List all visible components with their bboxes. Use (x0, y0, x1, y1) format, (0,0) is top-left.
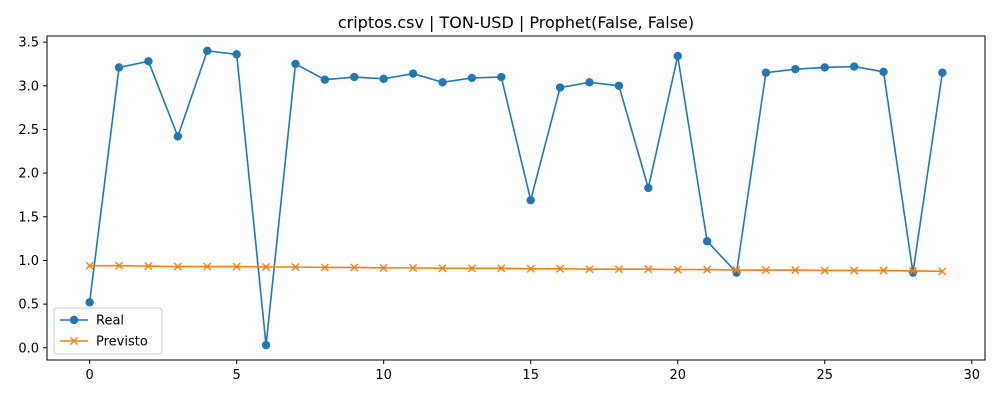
data-point-previsto (291, 262, 300, 272)
y-tick-label: 2.5 (18, 123, 39, 138)
data-point-real (555, 83, 565, 92)
data-point-previsto (879, 266, 888, 275)
y-tick-label: 3.0 (18, 79, 39, 94)
data-point-previsto (144, 262, 153, 271)
data-point-previsto (850, 266, 859, 275)
data-point-previsto (585, 265, 594, 274)
data-point-previsto (820, 266, 829, 275)
data-point-previsto (791, 265, 800, 275)
data-point-previsto (114, 261, 124, 270)
data-point-real (849, 62, 859, 71)
data-point-previsto (261, 262, 271, 272)
x-tick-label: 30 (963, 368, 980, 383)
data-point-real (673, 51, 682, 61)
data-point-real (350, 72, 359, 82)
data-point-previsto (614, 265, 624, 274)
data-point-real (203, 46, 212, 56)
data-point-previsto (673, 265, 682, 274)
data-point-real (761, 68, 771, 77)
data-point-real (497, 72, 506, 82)
data-point-real (526, 195, 535, 205)
data-point-previsto (85, 261, 94, 270)
chart-title: criptos.csv | TON-USD | Prophet(False, F… (338, 13, 694, 32)
data-point-real (879, 67, 888, 77)
y-tick-label: 2.0 (18, 167, 39, 182)
data-point-real (261, 340, 271, 350)
data-point-previsto (732, 265, 741, 275)
data-point-previsto (408, 263, 418, 272)
series-line-previsto (89, 264, 943, 273)
data-point-previsto (908, 266, 918, 276)
plot-area: 0 5 10 15 20 25 30 0.0 0.5 1.0 1.5 2.0 2.5 3.0 3.5 (18, 35, 986, 383)
series-line-real (88, 49, 944, 346)
y-tick-label: 1.5 (18, 210, 39, 225)
data-point-real (379, 74, 388, 83)
data-point-real (644, 183, 653, 193)
data-point-real (908, 268, 918, 277)
legend-label-previsto: Previsto (96, 335, 148, 350)
data-point-previsto (203, 262, 212, 271)
data-point-previsto (379, 263, 388, 272)
data-point-real (85, 298, 94, 307)
y-tick-label: 1.0 (18, 254, 39, 269)
legend-entry-previsto: Previsto (60, 335, 148, 350)
data-point-previsto (556, 264, 565, 273)
data-point-real (467, 73, 477, 83)
data-point-previsto (644, 265, 653, 274)
data-point-previsto (173, 262, 182, 271)
data-point-real (291, 59, 300, 69)
data-point-real (114, 63, 124, 72)
data-point-real (614, 81, 624, 90)
data-point-previsto (526, 264, 535, 273)
data-point-real (820, 63, 829, 72)
axes-frame (46, 35, 986, 361)
legend-entry-real: Real (60, 314, 124, 329)
data-point-real (585, 78, 594, 87)
x-tick-label: 15 (522, 368, 539, 383)
data-point-previsto (438, 264, 447, 273)
data-point-real (232, 50, 241, 59)
x-tick-label: 10 (375, 368, 392, 383)
data-point-real (702, 237, 712, 246)
y-tick-label: 0.0 (18, 341, 39, 356)
data-point-previsto (232, 262, 241, 271)
data-point-previsto (467, 264, 476, 273)
data-point-previsto (703, 265, 712, 274)
data-point-real (144, 57, 153, 66)
data-point-real (408, 69, 418, 78)
x-tick-label: 20 (669, 368, 686, 383)
data-point-previsto (761, 265, 771, 275)
data-point-previsto (497, 264, 506, 273)
data-point-real (320, 75, 330, 84)
x-tick-label: 0 (85, 368, 93, 383)
data-point-previsto (938, 267, 947, 276)
legend: Real Previsto (53, 307, 163, 355)
data-point-real (438, 78, 447, 87)
y-tick-label: 0.5 (18, 298, 39, 313)
x-tick-label: 5 (233, 368, 241, 383)
y-tick-label: 3.5 (18, 36, 39, 51)
x-tick-label: 25 (816, 368, 833, 383)
data-point-previsto (350, 263, 359, 272)
data-point-previsto (320, 263, 329, 272)
data-point-real (791, 64, 800, 74)
legend-label-real: Real (96, 314, 124, 329)
data-point-real (938, 68, 947, 77)
data-point-real (173, 132, 183, 141)
